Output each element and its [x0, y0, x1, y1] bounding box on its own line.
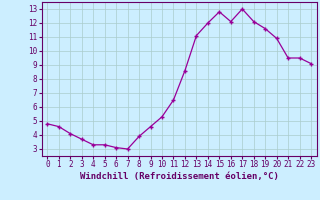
X-axis label: Windchill (Refroidissement éolien,°C): Windchill (Refroidissement éolien,°C) — [80, 172, 279, 181]
